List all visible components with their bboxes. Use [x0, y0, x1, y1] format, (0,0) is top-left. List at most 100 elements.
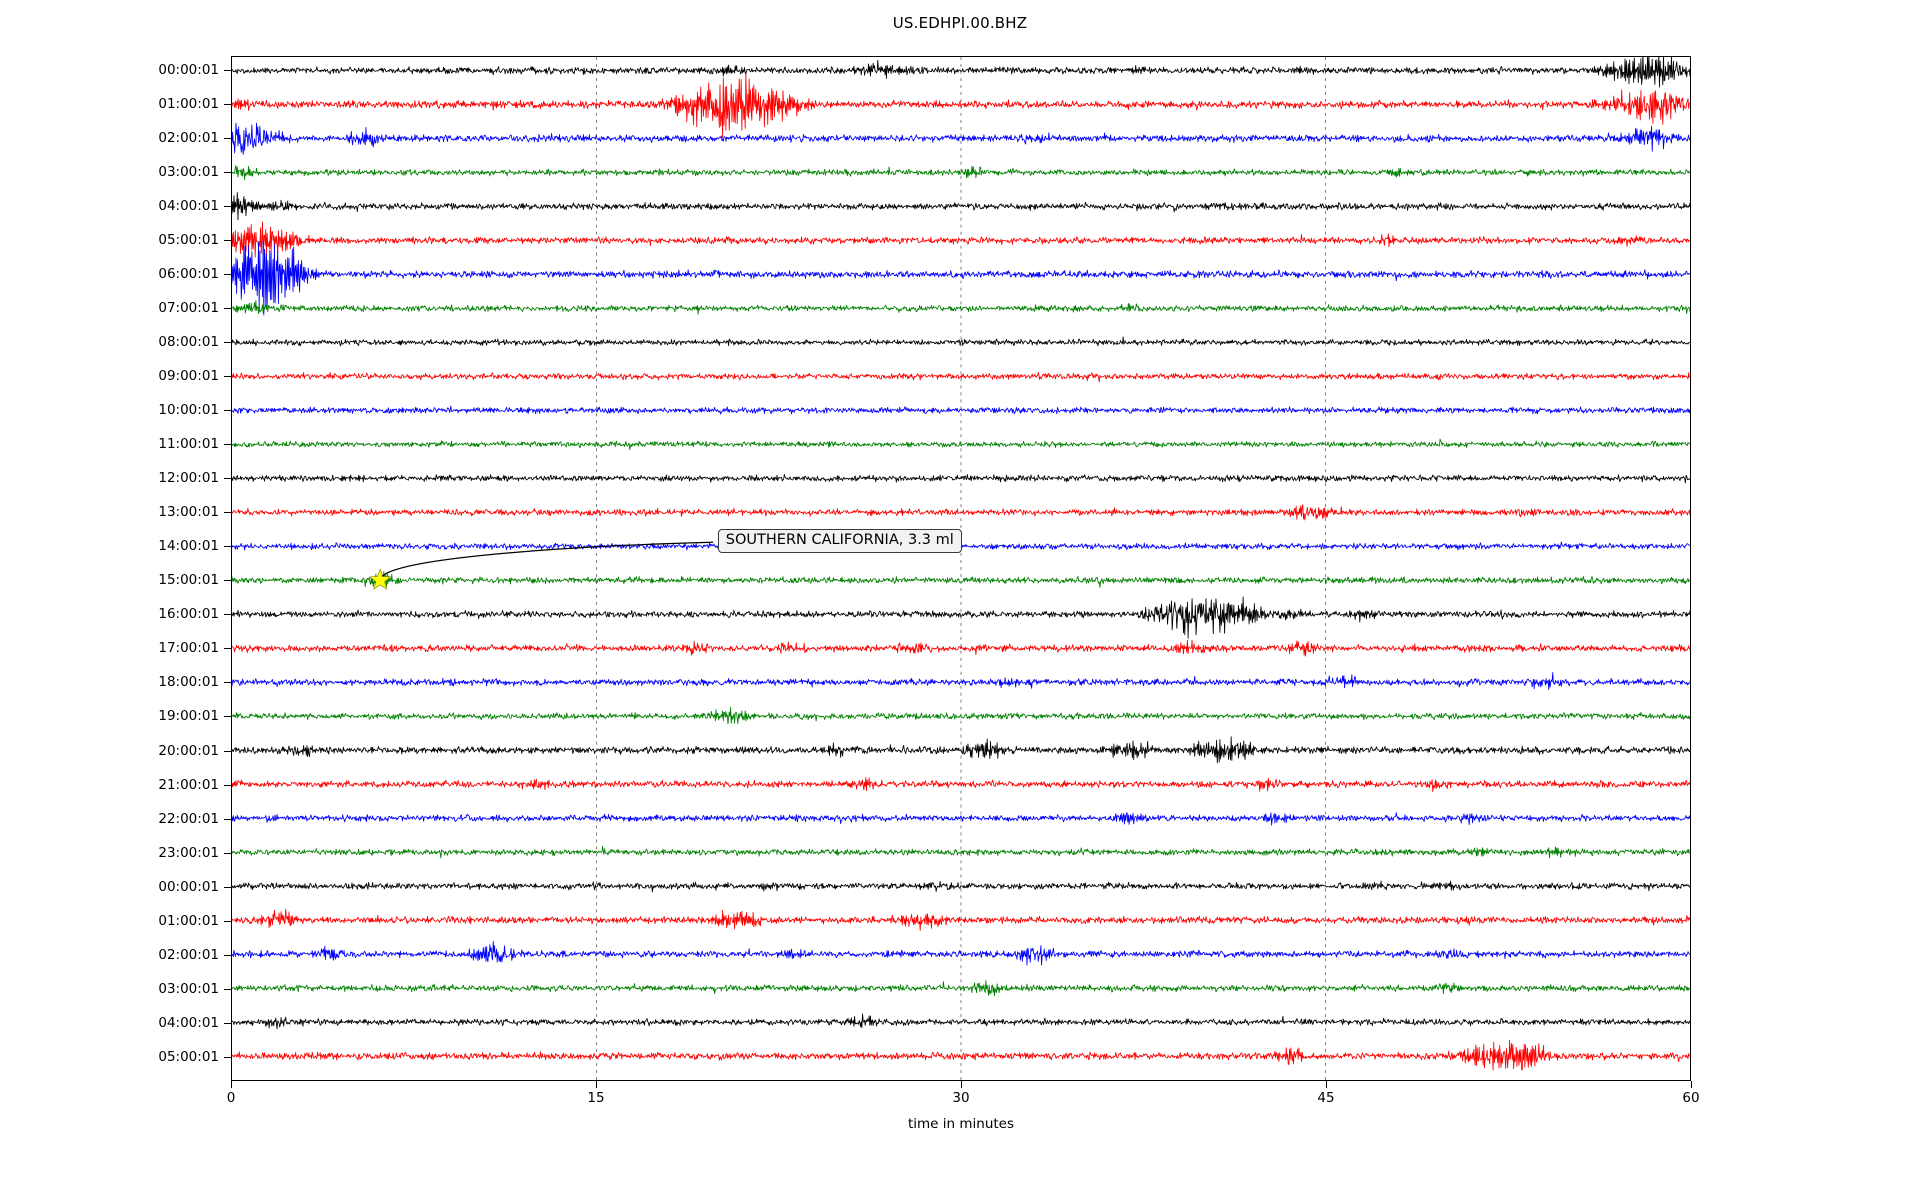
grid-lines — [596, 57, 1326, 1080]
y-axis-tick-label: 00:00:01 — [158, 61, 219, 78]
trace-line — [232, 57, 1690, 88]
trace-line — [232, 941, 1690, 966]
y-axis-tick-mark — [224, 512, 231, 514]
y-axis-tick-label: 10:00:01 — [158, 402, 219, 419]
y-axis-tick-mark — [224, 375, 231, 377]
trace-line — [232, 571, 1690, 588]
y-axis-tick-label: 11:00:01 — [158, 436, 219, 453]
event-annotation-label[interactable]: SOUTHERN CALIFORNIA, 3.3 ml — [717, 529, 962, 553]
y-axis-tick-label: 22:00:01 — [158, 810, 219, 827]
y-axis-tick-mark — [224, 171, 231, 173]
y-axis-tick-mark — [224, 954, 231, 956]
y-axis-tick-mark — [224, 205, 231, 207]
plot-axes — [231, 56, 1691, 1081]
y-axis-tick-mark — [224, 69, 231, 71]
y-axis-tick-label: 02:00:01 — [158, 129, 219, 146]
x-axis-tick-label: 0 — [226, 1090, 236, 1106]
y-axis-tick-label: 09:00:01 — [158, 367, 219, 384]
x-axis-tick-label: 15 — [587, 1090, 605, 1106]
trace-line — [232, 473, 1690, 484]
y-axis-tick-mark — [224, 239, 231, 241]
y-axis-tick-mark — [224, 341, 231, 343]
x-axis-tick-mark — [1326, 1081, 1327, 1088]
trace-line — [232, 880, 1690, 893]
y-axis-tick-mark — [224, 546, 231, 548]
y-axis-tick-label: 02:00:01 — [158, 946, 219, 963]
trace-line — [232, 845, 1690, 859]
trace-line — [232, 1013, 1690, 1030]
x-axis-tick-label: 30 — [952, 1090, 970, 1106]
trace-line — [232, 504, 1690, 521]
y-axis-tick-mark — [224, 580, 231, 582]
y-axis-tick-mark — [224, 682, 231, 684]
y-axis-tick-mark — [224, 444, 231, 446]
trace-line — [232, 980, 1690, 997]
x-axis-tick-label: 45 — [1317, 1090, 1335, 1106]
y-axis-tick-label: 00:00:01 — [158, 878, 219, 895]
trace-line — [232, 812, 1690, 826]
trace-line — [232, 192, 1690, 221]
trace-line — [232, 438, 1690, 450]
y-axis-tick-mark — [224, 988, 231, 990]
y-axis-tick-label: 12:00:01 — [158, 470, 219, 487]
y-axis-tick-label: 21:00:01 — [158, 776, 219, 793]
y-axis-tick-label: 15:00:01 — [158, 572, 219, 589]
y-axis-tick-mark — [224, 307, 231, 309]
y-axis-tick-label: 01:00:01 — [158, 95, 219, 112]
earthquake-star-marker[interactable] — [368, 568, 392, 590]
y-axis-tick-mark — [224, 648, 231, 650]
annotation-overlay — [368, 541, 714, 590]
y-axis-tick-mark — [224, 750, 231, 752]
x-axis-tick-mark — [596, 1081, 597, 1088]
y-axis-tick-label: 04:00:01 — [158, 1014, 219, 1031]
y-axis-tick-label: 14:00:01 — [158, 538, 219, 555]
trace-line — [232, 776, 1690, 793]
y-axis-tick-label: 13:00:01 — [158, 504, 219, 521]
y-axis-tick-mark — [224, 614, 231, 616]
y-axis-tick-mark — [224, 1022, 231, 1024]
annotation-arrow — [381, 541, 714, 577]
y-axis-tick-mark — [224, 920, 231, 922]
trace-line — [232, 405, 1690, 415]
trace-line — [232, 1039, 1690, 1071]
y-axis-tick-label: 16:00:01 — [158, 606, 219, 623]
x-axis-tick-label: 60 — [1682, 1090, 1700, 1106]
y-axis-tick-label: 18:00:01 — [158, 674, 219, 691]
y-axis-tick-mark — [224, 818, 231, 820]
y-axis-tick-label: 01:00:01 — [158, 912, 219, 929]
page-title: US.EDHPI.00.BHZ — [892, 14, 1028, 32]
y-axis-tick-label: 23:00:01 — [158, 844, 219, 861]
trace-line — [232, 639, 1690, 657]
trace-line — [232, 122, 1690, 155]
trace-line — [232, 908, 1690, 931]
trace-line — [232, 707, 1690, 725]
y-axis-tick-mark — [224, 273, 231, 275]
y-axis-tick-mark — [224, 852, 231, 854]
y-axis-tick-label: 05:00:01 — [158, 1049, 219, 1065]
x-axis-tick-mark — [961, 1081, 962, 1088]
y-axis-tick-label: 03:00:01 — [158, 163, 219, 180]
trace-line — [232, 300, 1690, 315]
trace-line — [232, 336, 1690, 347]
trace-line — [232, 371, 1690, 383]
y-axis-tick-mark — [224, 784, 231, 786]
y-axis-tick-label: 17:00:01 — [158, 640, 219, 657]
trace-line — [232, 73, 1690, 139]
y-axis-tick-mark — [224, 137, 231, 139]
trace-line — [232, 240, 1690, 316]
y-axis-tick-label: 20:00:01 — [158, 742, 219, 759]
trace-line — [232, 672, 1690, 690]
y-axis-tick-label: 07:00:01 — [158, 299, 219, 316]
y-axis-tick-mark — [224, 886, 231, 888]
seismic-traces — [232, 57, 1690, 1071]
trace-line — [232, 221, 1690, 258]
trace-line — [232, 596, 1690, 639]
x-axis-tick-mark — [1691, 1081, 1692, 1088]
y-axis-tick-label: 08:00:01 — [158, 333, 219, 350]
y-axis-tick-label: 19:00:01 — [158, 708, 219, 725]
y-axis-tick-mark — [224, 478, 231, 480]
y-axis-tick-mark — [224, 1057, 231, 1058]
y-axis-tick-mark — [224, 716, 231, 718]
trace-line — [232, 736, 1690, 764]
